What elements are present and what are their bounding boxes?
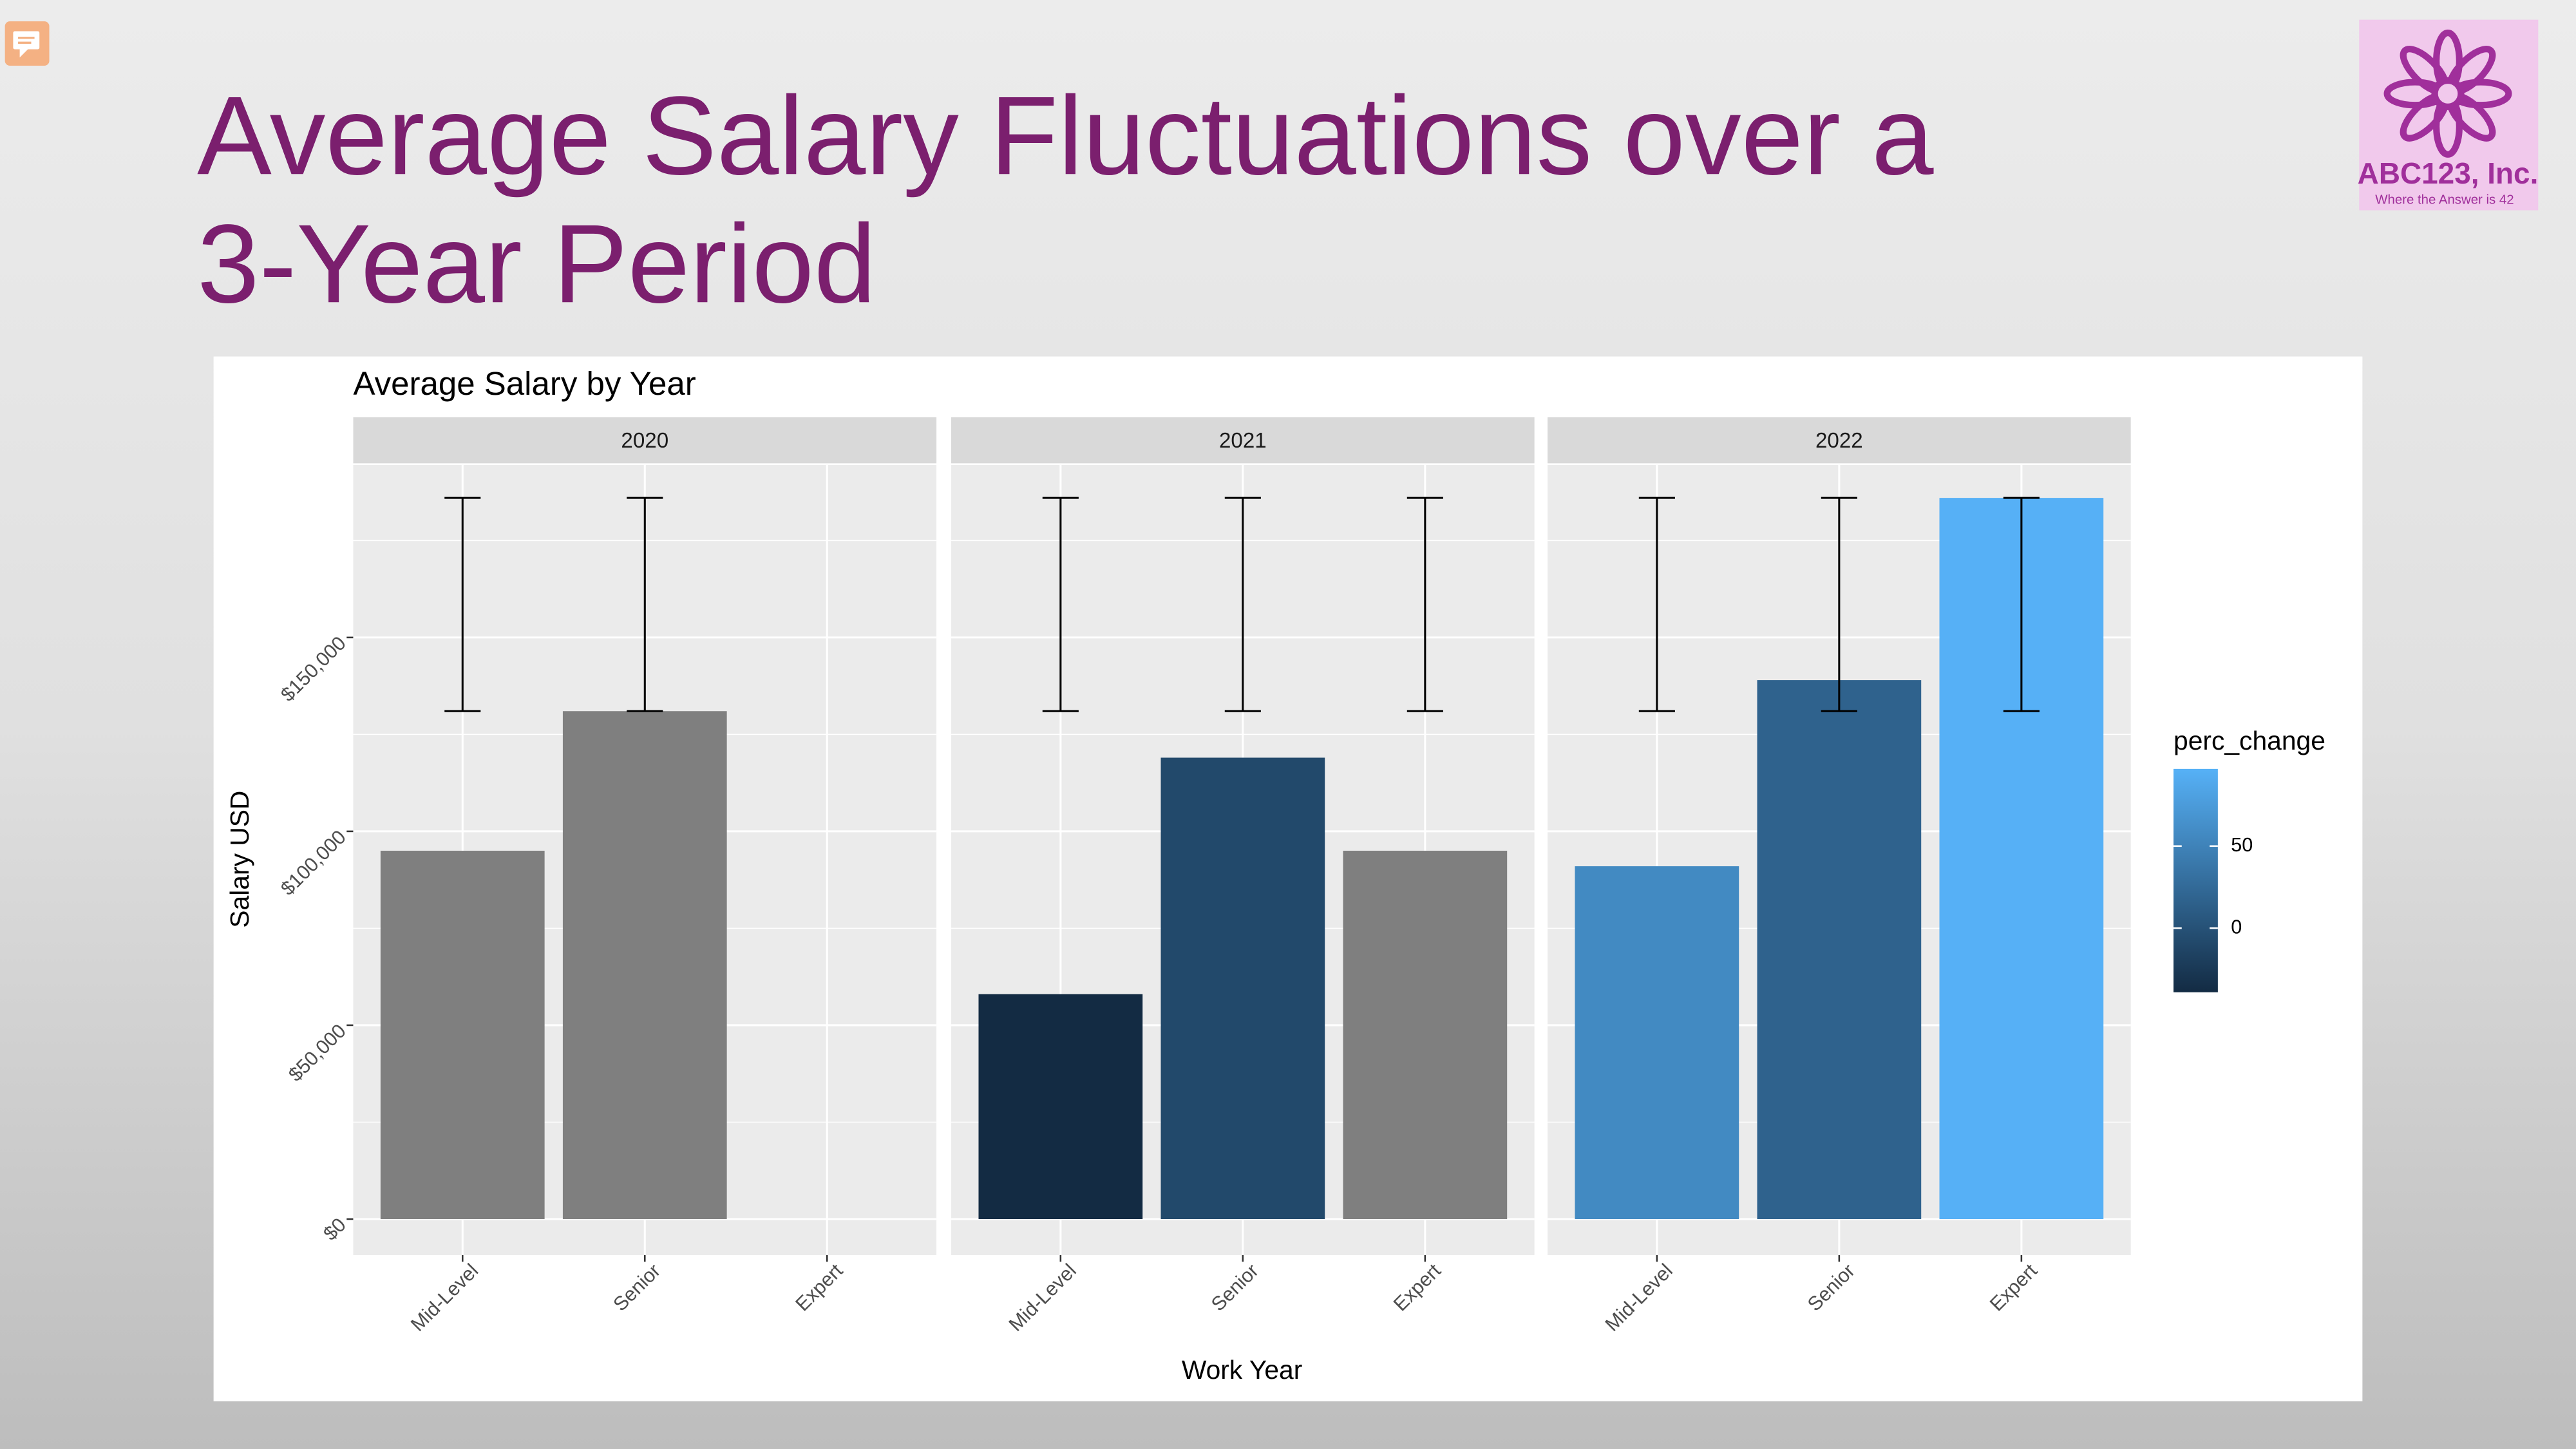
bar <box>978 994 1143 1219</box>
slide-title: 3-Year Period <box>197 201 876 326</box>
logo-name: ABC123, Inc. <box>2358 156 2539 190</box>
colorbar <box>2174 768 2218 992</box>
chart-title: Average Salary by Year <box>353 365 696 402</box>
colorbar-tick-label: 0 <box>2231 916 2242 938</box>
x-axis-label: Work Year <box>1182 1355 1302 1385</box>
facet-label: 2022 <box>1815 429 1863 453</box>
logo: ABC123, Inc. Where the Answer is 42 <box>2358 19 2539 211</box>
facet-label: 2020 <box>621 429 668 453</box>
bar <box>1343 851 1508 1219</box>
slide-title: Average Salary Fluctuations over a <box>197 73 1934 198</box>
facet-label: 2021 <box>1219 429 1267 453</box>
bar <box>562 711 727 1219</box>
logo-tagline: Where the Answer is 42 <box>2375 193 2514 207</box>
bar <box>1575 866 1739 1219</box>
bar <box>1160 757 1325 1219</box>
legend-title: perc_change <box>2174 726 2325 755</box>
strip <box>1548 417 2131 464</box>
colorbar-tick-label: 50 <box>2231 834 2253 856</box>
strip <box>951 417 1535 464</box>
comment-icon[interactable] <box>5 21 50 66</box>
bar <box>380 851 545 1219</box>
bar <box>1757 680 1922 1219</box>
y-axis-label: Salary USD <box>225 791 254 928</box>
strip <box>353 417 937 464</box>
